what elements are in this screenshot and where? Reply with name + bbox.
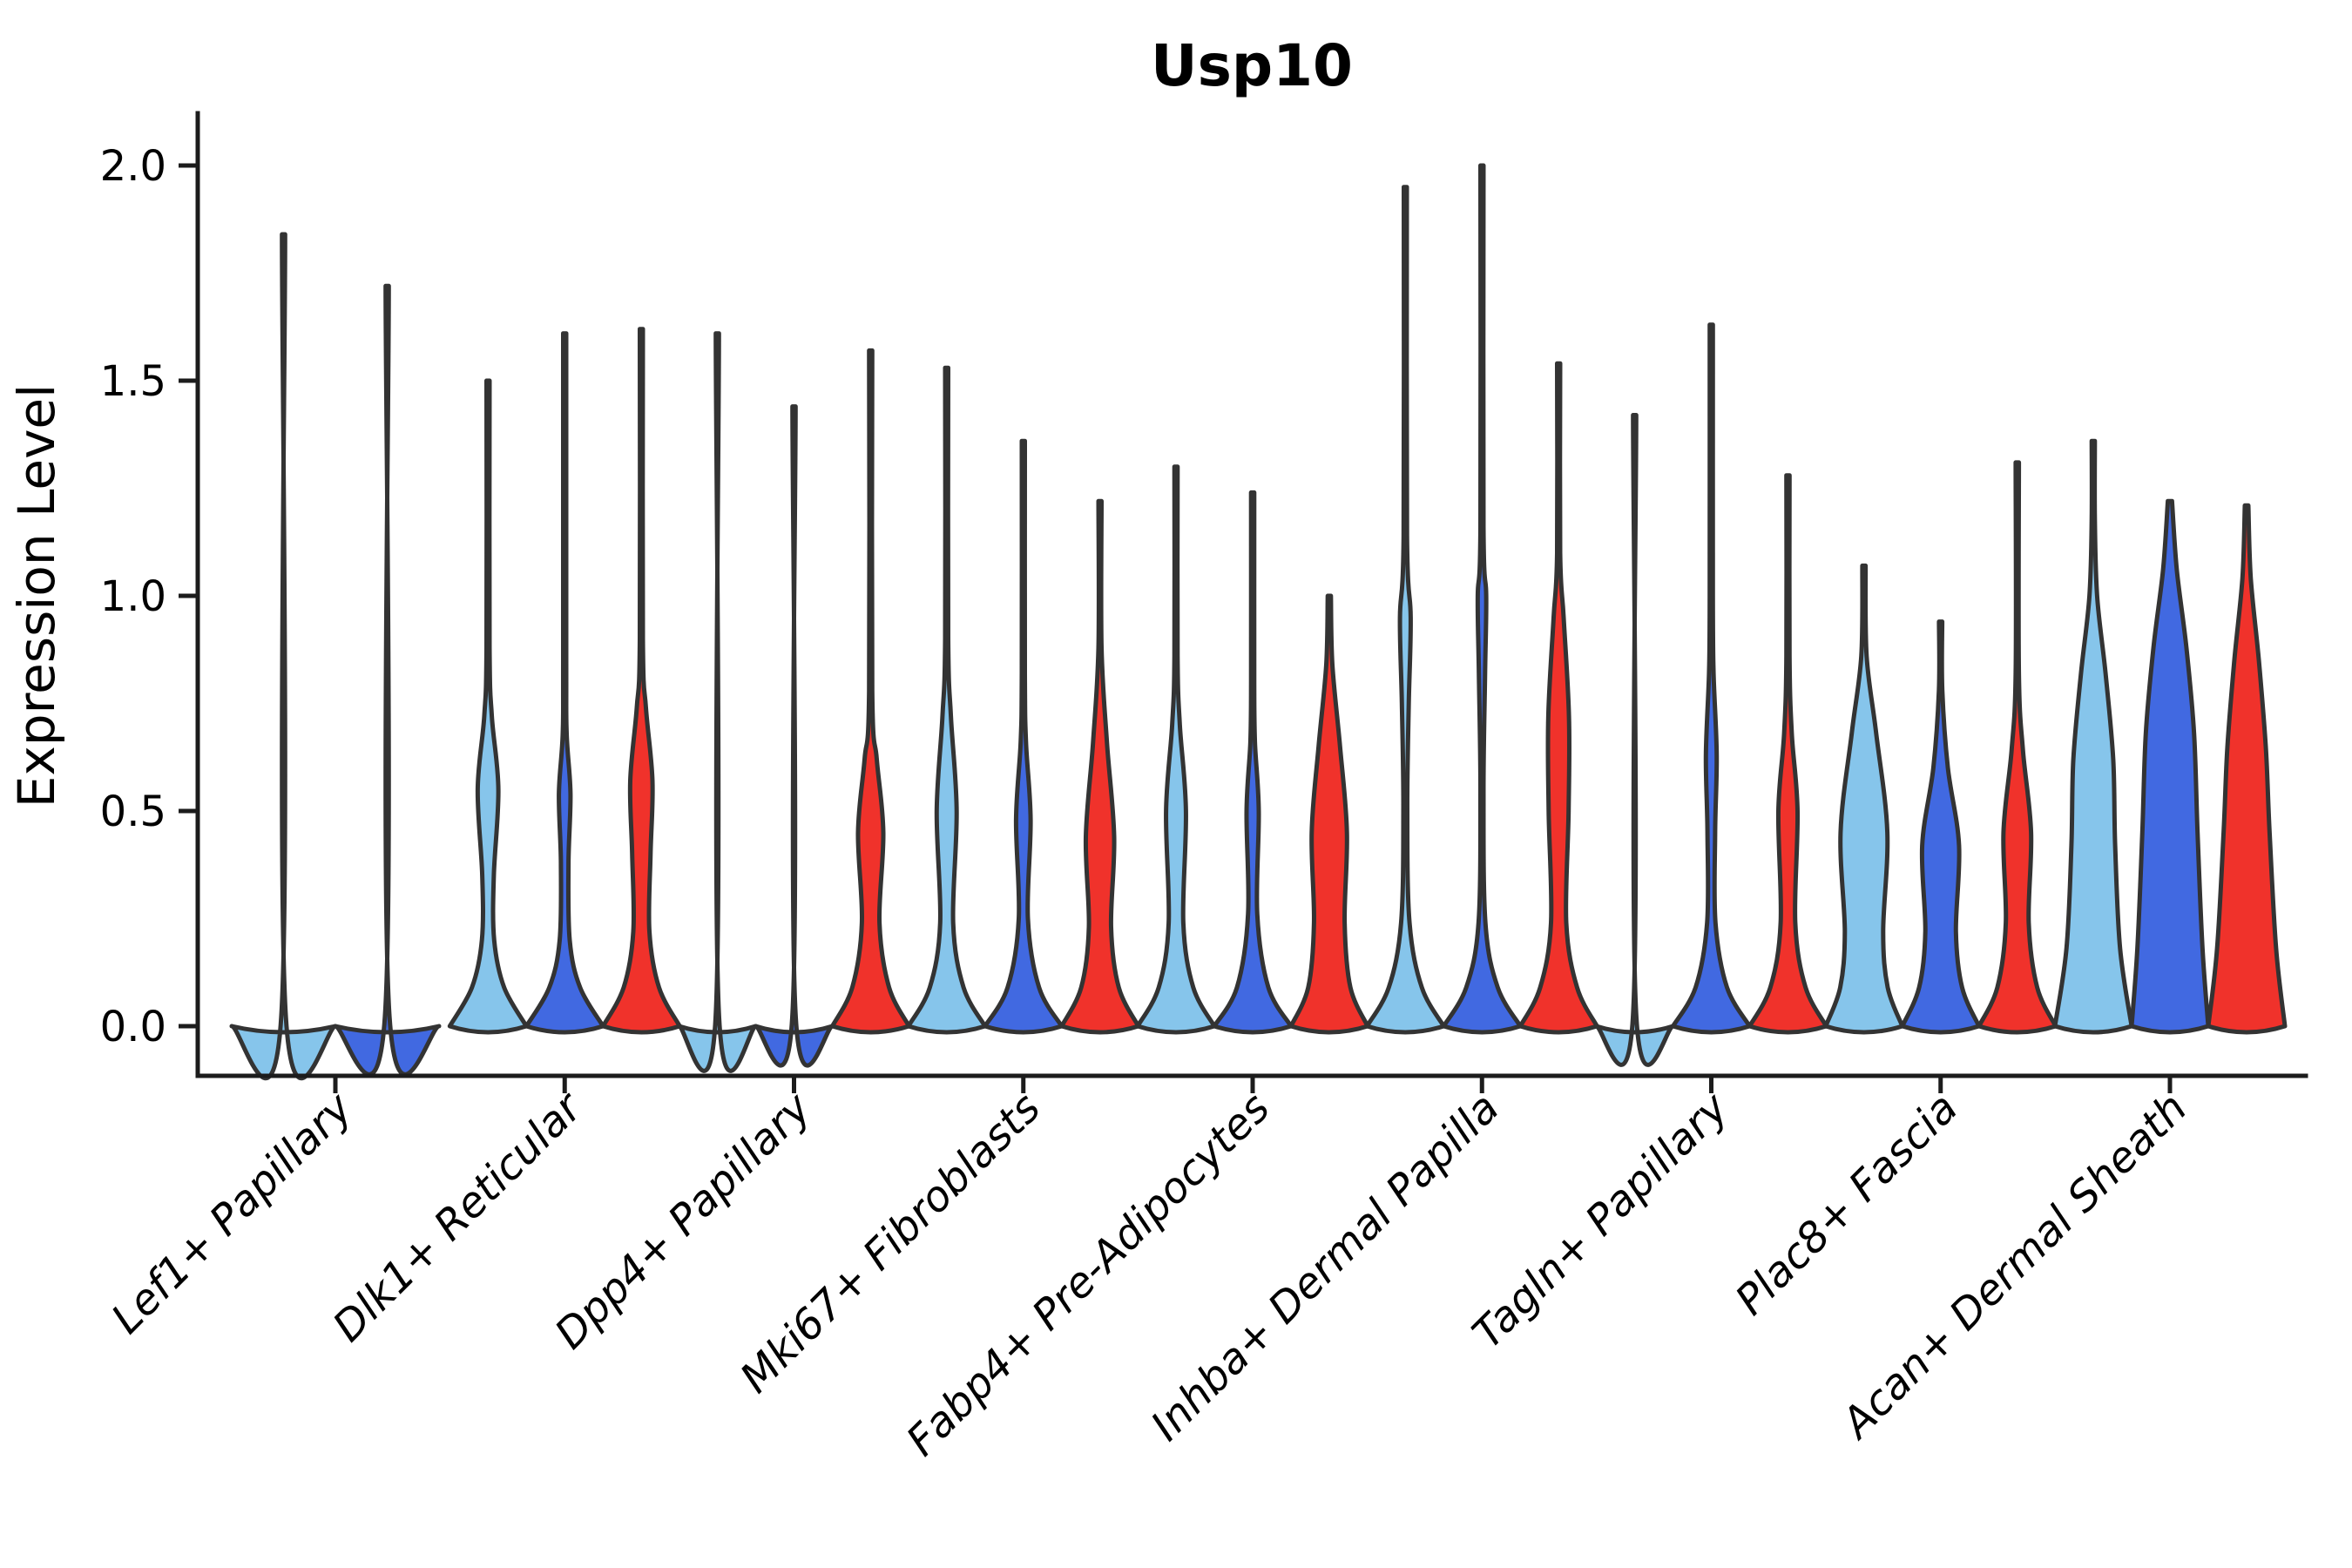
violin-light-blue [447,378,529,1035]
violin-red [600,327,682,1035]
y-axis-label: Expression Level [7,384,66,808]
violin-light-blue [229,232,338,1081]
x-tick-label: Tagln+ Papillary [1463,1083,1739,1358]
violin-red [830,348,911,1035]
x-tick-label: Dpp4+ Papillary [545,1083,821,1358]
violin-red [1747,473,1828,1035]
violin-royal-blue [333,283,442,1077]
y-tick-label: 2.0 [100,142,166,191]
violin-light-blue [1823,563,1905,1035]
violin-light-blue [677,331,758,1073]
violin-red [1288,593,1370,1035]
violin-royal-blue [1212,490,1294,1035]
y-tick-label: 0.5 [100,787,166,836]
violin-light-blue [906,365,988,1035]
y-tick-label: 0.0 [100,1003,166,1051]
violin-royal-blue [524,331,605,1035]
violin-royal-blue [2129,498,2211,1035]
violin-royal-blue [1900,619,1982,1035]
violin-royal-blue [754,404,835,1068]
violin-red [1517,361,1599,1035]
axis-spines [195,111,2308,1078]
violin-royal-blue [1671,322,1752,1035]
violin-royal-blue [1441,163,1523,1035]
violins-layer [229,163,2288,1081]
x-tick-label: Fabp4+ Pre-Adipocytes [897,1084,1280,1466]
violin-red [2206,503,2288,1035]
violin-red [1059,498,1141,1035]
violin-light-blue [2052,438,2134,1035]
x-tick-label: Lef1+ Papillary [102,1083,362,1343]
x-tick-label: Plac8+ Fascia [1727,1084,1968,1325]
violin-light-blue [1594,413,1675,1067]
y-tick-label: 1.0 [100,572,166,621]
violin-red [1977,460,2058,1035]
violin-light-blue [1135,464,1217,1035]
x-tick-label: Dlk1+ Reticular [324,1082,594,1352]
chart-title: Usp10 [1151,32,1353,99]
violin-light-blue [1364,185,1446,1035]
y-tick-label: 1.5 [100,357,166,406]
violin-royal-blue [983,438,1064,1035]
